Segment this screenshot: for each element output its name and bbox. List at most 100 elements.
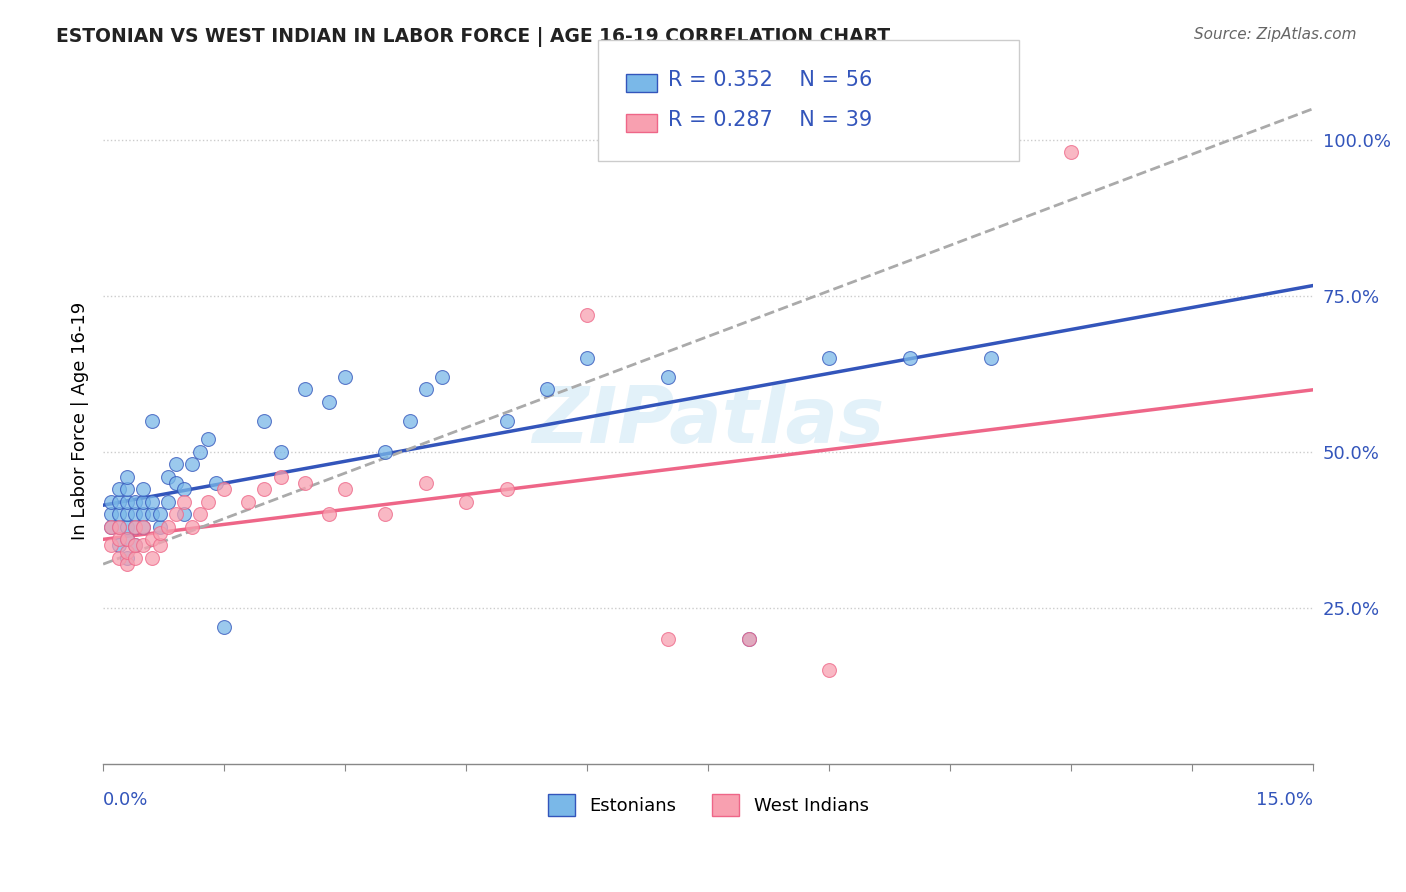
Point <box>318 507 340 521</box>
Point <box>156 494 179 508</box>
Point <box>294 476 316 491</box>
Point <box>270 470 292 484</box>
Point <box>212 619 235 633</box>
Point <box>1060 145 1083 160</box>
Text: R = 0.287    N = 39: R = 0.287 N = 39 <box>668 111 872 130</box>
Point <box>141 550 163 565</box>
Point <box>117 470 139 484</box>
Point <box>576 308 599 322</box>
Text: Source: ZipAtlas.com: Source: ZipAtlas.com <box>1194 27 1357 42</box>
Point <box>576 351 599 366</box>
Point <box>165 507 187 521</box>
Point <box>117 550 139 565</box>
Point <box>132 519 155 533</box>
Point <box>124 519 146 533</box>
Point <box>737 632 759 646</box>
Point <box>495 414 517 428</box>
Point <box>100 507 122 521</box>
Point <box>149 538 172 552</box>
Point <box>141 414 163 428</box>
Point <box>253 483 276 497</box>
Point <box>100 538 122 552</box>
Point <box>374 445 396 459</box>
Point <box>108 550 131 565</box>
Point <box>536 383 558 397</box>
Point <box>818 351 841 366</box>
Point <box>657 632 679 646</box>
Point <box>333 370 356 384</box>
Point <box>173 494 195 508</box>
Point <box>124 538 146 552</box>
Point <box>238 494 260 508</box>
Point <box>294 383 316 397</box>
Point <box>108 494 131 508</box>
Point <box>124 538 146 552</box>
Point <box>141 507 163 521</box>
Y-axis label: In Labor Force | Age 16-19: In Labor Force | Age 16-19 <box>72 301 89 540</box>
Point <box>117 519 139 533</box>
Point <box>117 544 139 558</box>
Point <box>108 519 131 533</box>
Point <box>124 550 146 565</box>
Point <box>156 470 179 484</box>
Point <box>374 507 396 521</box>
Point <box>108 483 131 497</box>
Point <box>180 519 202 533</box>
Text: 0.0%: 0.0% <box>103 791 149 809</box>
Point <box>124 494 146 508</box>
Text: ESTONIAN VS WEST INDIAN IN LABOR FORCE | AGE 16-19 CORRELATION CHART: ESTONIAN VS WEST INDIAN IN LABOR FORCE |… <box>56 27 890 46</box>
Point <box>318 395 340 409</box>
Point <box>197 494 219 508</box>
Point <box>737 632 759 646</box>
Point <box>205 476 228 491</box>
Point <box>456 494 478 508</box>
Point <box>117 507 139 521</box>
Point <box>100 494 122 508</box>
Point <box>495 483 517 497</box>
Point <box>100 519 122 533</box>
Point <box>108 507 131 521</box>
Point <box>141 532 163 546</box>
Point <box>132 538 155 552</box>
Point <box>141 494 163 508</box>
Point <box>149 519 172 533</box>
Point <box>657 370 679 384</box>
Text: 15.0%: 15.0% <box>1257 791 1313 809</box>
Point <box>818 663 841 677</box>
Point <box>188 507 211 521</box>
Text: ZIPatlas: ZIPatlas <box>531 383 884 458</box>
Point <box>415 383 437 397</box>
Point <box>188 445 211 459</box>
Point <box>415 476 437 491</box>
Point <box>108 538 131 552</box>
Point <box>124 507 146 521</box>
Point <box>117 532 139 546</box>
Point <box>898 351 921 366</box>
Point <box>398 414 420 428</box>
Point <box>132 494 155 508</box>
Point <box>173 507 195 521</box>
Point <box>253 414 276 428</box>
Point <box>124 519 146 533</box>
Point <box>333 483 356 497</box>
Point <box>980 351 1002 366</box>
Point <box>430 370 453 384</box>
Point <box>270 445 292 459</box>
Point <box>132 507 155 521</box>
Point <box>165 476 187 491</box>
Point <box>173 483 195 497</box>
Point <box>108 532 131 546</box>
Legend: Estonians, West Indians: Estonians, West Indians <box>540 787 876 823</box>
Point <box>100 519 122 533</box>
Point <box>108 519 131 533</box>
Point <box>180 458 202 472</box>
Point <box>212 483 235 497</box>
Point <box>117 483 139 497</box>
Point <box>132 519 155 533</box>
Point <box>117 494 139 508</box>
Point <box>149 507 172 521</box>
Point <box>149 525 172 540</box>
Point <box>117 557 139 571</box>
Point <box>165 458 187 472</box>
Point <box>117 532 139 546</box>
